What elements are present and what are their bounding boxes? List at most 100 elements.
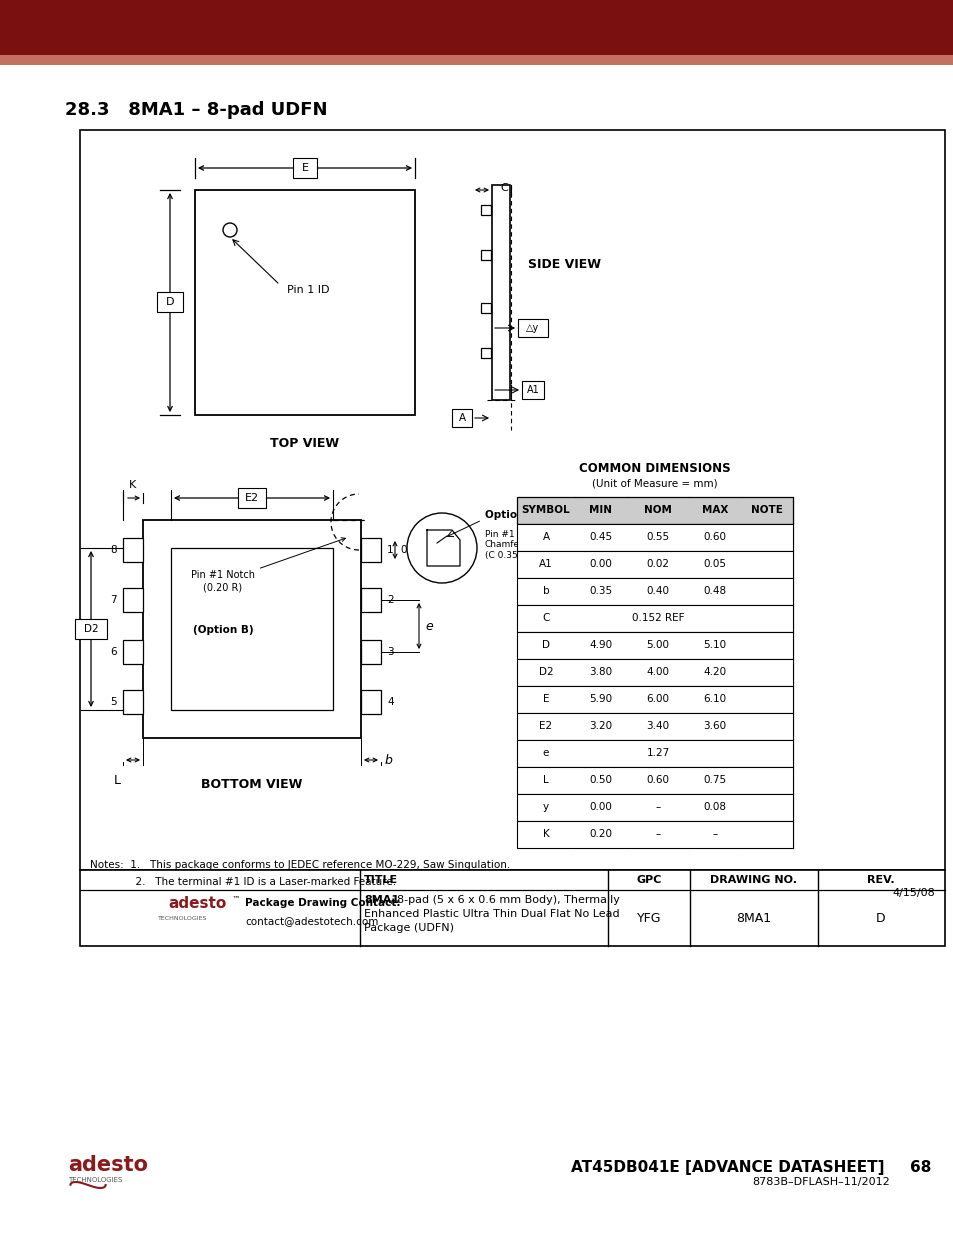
- Text: , 8-pad (5 x 6 x 0.6 mm Body), Thermally: , 8-pad (5 x 6 x 0.6 mm Body), Thermally: [390, 895, 619, 905]
- Bar: [452, 409, 472, 427]
- Text: D: D: [875, 911, 885, 925]
- Text: e: e: [424, 620, 433, 632]
- Text: Enhanced Plastic Ultra Thin Dual Flat No Lead: Enhanced Plastic Ultra Thin Dual Flat No…: [364, 909, 619, 919]
- Text: 3.80: 3.80: [589, 667, 612, 677]
- Text: contact@adestotech.com: contact@adestotech.com: [245, 916, 378, 926]
- Text: REV.: REV.: [866, 876, 894, 885]
- Bar: [360, 588, 380, 613]
- Text: (Unit of Measure = mm): (Unit of Measure = mm): [592, 479, 717, 489]
- Text: –: –: [655, 802, 659, 811]
- Bar: [517, 605, 792, 632]
- Bar: [157, 291, 183, 312]
- Bar: [237, 488, 266, 508]
- Text: SIDE VIEW: SIDE VIEW: [527, 258, 600, 272]
- Text: 3.20: 3.20: [589, 721, 612, 731]
- Text: 0.45: 0.45: [589, 532, 612, 542]
- Text: –: –: [655, 829, 659, 839]
- Text: D2: D2: [84, 624, 98, 634]
- Text: adesto: adesto: [68, 1155, 148, 1174]
- Bar: [517, 524, 792, 551]
- Text: 0.40: 0.40: [646, 585, 669, 597]
- Text: D: D: [541, 640, 550, 650]
- Bar: [517, 794, 792, 821]
- Text: 0.00: 0.00: [589, 802, 612, 811]
- Text: TITLE: TITLE: [364, 876, 397, 885]
- Bar: [517, 578, 792, 605]
- Text: NOM: NOM: [643, 505, 671, 515]
- Text: 3: 3: [387, 647, 394, 657]
- Bar: [75, 619, 107, 638]
- Text: K: K: [130, 480, 136, 490]
- Bar: [517, 632, 792, 659]
- Circle shape: [407, 513, 476, 583]
- Bar: [0, 56, 953, 65]
- Text: Package (UDFN): Package (UDFN): [364, 923, 454, 932]
- Bar: [80, 130, 944, 869]
- Bar: [517, 659, 792, 685]
- Text: 4.90: 4.90: [589, 640, 612, 650]
- Text: A: A: [542, 532, 549, 542]
- Text: E: E: [301, 163, 308, 173]
- Bar: [517, 767, 792, 794]
- Text: Pin 1 ID: Pin 1 ID: [287, 285, 329, 295]
- Text: SYMBOL: SYMBOL: [521, 505, 570, 515]
- Text: 0.50: 0.50: [589, 776, 612, 785]
- Text: 8MA1: 8MA1: [736, 911, 771, 925]
- Text: 1.27: 1.27: [646, 748, 669, 758]
- Bar: [517, 319, 547, 337]
- Text: 6: 6: [111, 647, 117, 657]
- Text: 0.48: 0.48: [702, 585, 726, 597]
- Bar: [360, 690, 380, 714]
- Text: 0.75: 0.75: [702, 776, 726, 785]
- Text: GPC: GPC: [636, 876, 661, 885]
- Text: –: –: [712, 829, 717, 839]
- Bar: [480, 249, 491, 261]
- Text: Package Drawing Contact:: Package Drawing Contact:: [245, 898, 400, 908]
- Text: 5: 5: [111, 697, 117, 706]
- Text: 0.55: 0.55: [646, 532, 669, 542]
- Text: 7: 7: [111, 595, 117, 605]
- Bar: [517, 496, 792, 524]
- Text: 4/15/08: 4/15/08: [891, 888, 934, 898]
- Text: 2: 2: [387, 595, 394, 605]
- Text: L: L: [113, 774, 120, 787]
- Text: e: e: [542, 748, 549, 758]
- Text: NOTE: NOTE: [750, 505, 782, 515]
- Text: 5.10: 5.10: [702, 640, 726, 650]
- Text: E2: E2: [245, 493, 259, 503]
- Text: 0.05: 0.05: [702, 559, 726, 569]
- Bar: [360, 538, 380, 562]
- Text: MIN: MIN: [589, 505, 612, 515]
- Text: C: C: [541, 613, 549, 622]
- Text: D: D: [166, 296, 174, 308]
- Text: K: K: [542, 829, 549, 839]
- Text: D2: D2: [538, 667, 553, 677]
- Bar: [517, 551, 792, 578]
- Bar: [480, 205, 491, 215]
- Text: A1: A1: [526, 385, 538, 395]
- Bar: [293, 158, 316, 178]
- Text: E2: E2: [538, 721, 552, 731]
- Bar: [517, 821, 792, 848]
- Bar: [123, 538, 143, 562]
- Text: ™: ™: [232, 895, 240, 904]
- Bar: [0, 0, 953, 56]
- Text: 5.90: 5.90: [589, 694, 612, 704]
- Text: TECHNOLOGIES: TECHNOLOGIES: [68, 1177, 122, 1183]
- Bar: [517, 713, 792, 740]
- Text: YFG: YFG: [636, 911, 660, 925]
- Bar: [123, 640, 143, 664]
- Text: 0.20: 0.20: [589, 829, 612, 839]
- Text: 28.3   8MA1 – 8-pad UDFN: 28.3 8MA1 – 8-pad UDFN: [65, 101, 327, 119]
- Text: (Option B): (Option B): [193, 625, 253, 635]
- Bar: [360, 640, 380, 664]
- Text: 4.20: 4.20: [702, 667, 726, 677]
- Text: BOTTOM VIEW: BOTTOM VIEW: [201, 778, 302, 790]
- Text: 0.45: 0.45: [399, 545, 423, 555]
- Text: △y: △y: [526, 324, 539, 333]
- Text: b: b: [542, 585, 549, 597]
- Text: 0.60: 0.60: [702, 532, 726, 542]
- Text: 4: 4: [387, 697, 394, 706]
- Text: b: b: [385, 753, 393, 767]
- Bar: [517, 685, 792, 713]
